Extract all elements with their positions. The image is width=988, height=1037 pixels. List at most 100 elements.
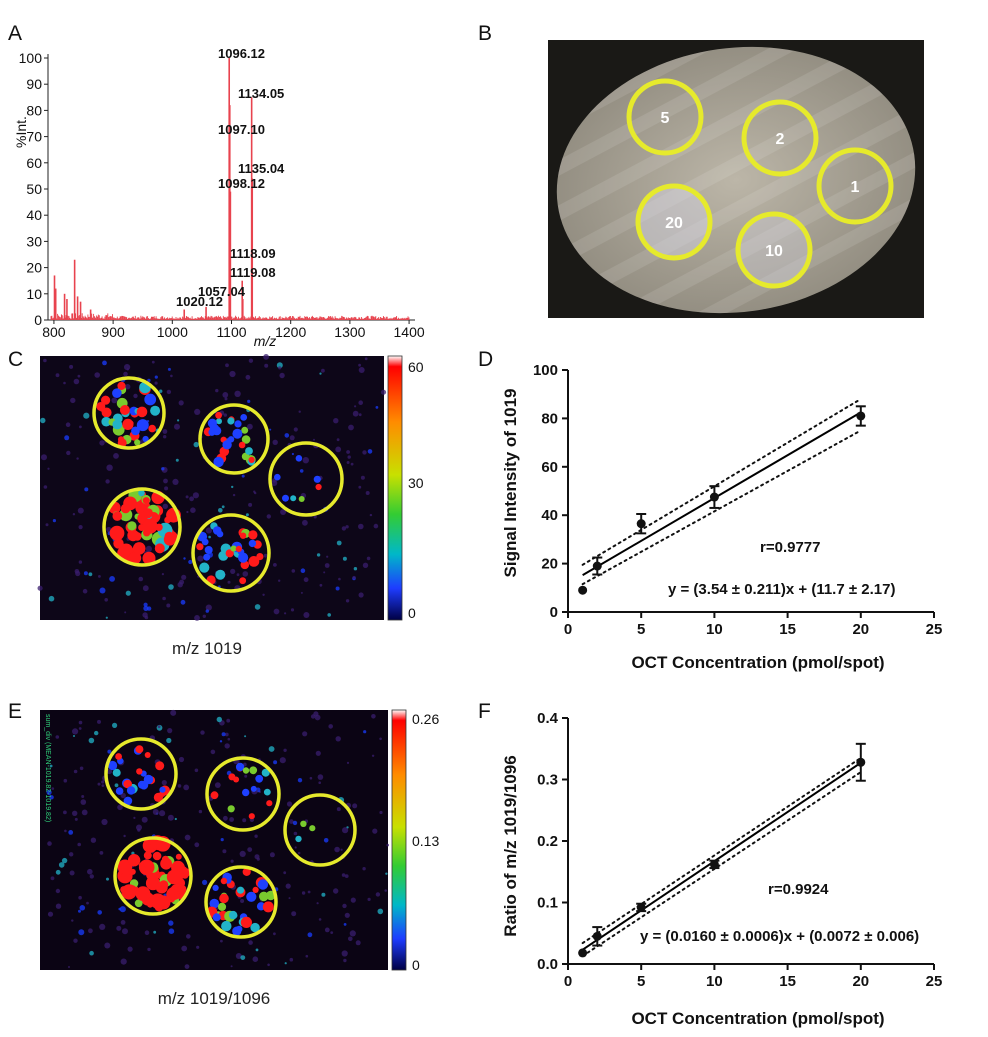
heatmap-speckle xyxy=(197,555,204,562)
panel-label-e: E xyxy=(8,700,22,723)
heatmap-speckle xyxy=(236,573,240,577)
heatmap-speckle xyxy=(186,510,189,514)
heatmap-speckle xyxy=(64,829,67,833)
heatmap-speckle xyxy=(302,457,309,464)
heatmap-spot xyxy=(235,545,242,553)
heatmap-speckle xyxy=(97,782,101,786)
heatmap-spot xyxy=(136,406,148,418)
heatmap-speckle xyxy=(177,419,180,422)
heatmap-speckle xyxy=(358,367,365,373)
heatmap-spot xyxy=(241,426,249,434)
heatmap-speckle xyxy=(122,928,128,935)
heatmap-spot xyxy=(248,456,255,463)
heatmap-speckle xyxy=(248,502,253,507)
heatmap-speckle xyxy=(323,838,329,843)
heatmap-speckle xyxy=(153,930,157,934)
heatmap-speckle xyxy=(358,413,362,417)
heatmap-speckle xyxy=(353,567,358,571)
heatmap-speckle xyxy=(133,393,138,399)
heatmap-speckle xyxy=(76,457,79,460)
heatmap-speckle xyxy=(65,422,71,428)
heatmap-speckle xyxy=(79,905,86,911)
panel-label-f: F xyxy=(478,700,491,723)
heatmap-speckle xyxy=(143,602,148,607)
heatmap-speckle xyxy=(144,615,149,620)
heatmap-e-scale-mid: 0.13 xyxy=(412,833,439,849)
heatmap-speckle xyxy=(326,555,329,558)
heatmap-speckle xyxy=(291,569,296,573)
heatmap-spot xyxy=(235,925,243,933)
heatmap-roi-circle xyxy=(268,441,344,517)
data-point xyxy=(856,411,866,421)
heatmap-spot xyxy=(220,877,228,885)
spectrum-y-tick-label: 90 xyxy=(26,76,42,92)
heatmap-speckle xyxy=(271,480,278,486)
heatmap-speckle xyxy=(345,599,350,603)
y-tick-label: 0.4 xyxy=(537,710,559,727)
heatmap-speckle xyxy=(350,462,354,466)
heatmap-speckle xyxy=(172,478,179,485)
panel-label-d: D xyxy=(478,348,493,371)
spectrum-y-tick-label: 60 xyxy=(26,155,42,171)
heatmap-spot xyxy=(315,483,322,491)
heatmap-speckle xyxy=(225,363,229,368)
d-ylabel: Signal Intensity of 1019 xyxy=(501,389,520,578)
heatmap-spot xyxy=(250,922,260,933)
spectrum-peak-label: 1098.12 xyxy=(218,176,265,191)
y-tick-label: 80 xyxy=(541,410,558,427)
heatmap-spot xyxy=(136,419,149,432)
heatmap-speckle xyxy=(181,945,188,952)
heatmap-spot xyxy=(290,495,297,502)
heatmap-speckle xyxy=(104,598,108,602)
heatmap-spot xyxy=(117,436,125,443)
heatmap-speckle xyxy=(63,381,66,385)
heatmap-spot xyxy=(300,820,307,827)
heatmap-spot xyxy=(238,441,246,449)
heatmap-speckle xyxy=(72,513,76,516)
heatmap-spot xyxy=(212,913,221,922)
heatmap-spot xyxy=(143,851,152,860)
heatmap-spot xyxy=(128,551,142,565)
heatmap-roi-circle xyxy=(92,376,166,450)
panel-label-b: B xyxy=(478,22,492,45)
heatmap-spot xyxy=(150,893,166,909)
heatmap-speckle xyxy=(363,730,367,734)
heatmap-speckle xyxy=(66,450,71,456)
heatmap-speckle xyxy=(194,615,200,621)
heatmap-spot xyxy=(257,879,269,890)
heatmap-speckle xyxy=(83,571,88,576)
tissue-roi-label: 2 xyxy=(776,131,785,148)
heatmap-speckle xyxy=(289,819,294,824)
heatmap-speckle xyxy=(315,750,321,756)
heatmap-spot xyxy=(127,521,137,531)
heatmap-speckle xyxy=(73,378,80,385)
heatmap-speckle xyxy=(247,847,253,852)
spectrum-y-tick-label: 10 xyxy=(26,286,42,302)
heatmap-speckle xyxy=(55,888,61,894)
heatmap-speckle xyxy=(80,799,87,805)
heatmap-speckle xyxy=(78,727,82,730)
confidence-band-upper xyxy=(581,398,862,566)
heatmap-speckle xyxy=(178,400,184,406)
heatmap-speckle xyxy=(84,487,89,492)
heatmap-speckle xyxy=(198,809,203,814)
heatmap-speckle xyxy=(111,397,118,404)
heatmap-speckle xyxy=(77,374,81,378)
heatmap-speckle xyxy=(244,735,247,738)
heatmap-speckle xyxy=(342,903,347,909)
heatmap-speckle xyxy=(284,612,287,615)
heatmap-speckle xyxy=(136,824,142,831)
heatmap-speckle xyxy=(184,834,191,841)
heatmap-speckle xyxy=(341,873,346,877)
heatmap-speckle xyxy=(175,458,179,462)
heatmap-speckle xyxy=(147,947,151,952)
heatmap-spot xyxy=(239,532,247,539)
heatmap-speckle xyxy=(105,479,110,484)
heatmap-spot xyxy=(123,796,133,806)
heatmap-speckle xyxy=(87,868,93,875)
heatmap-c-caption: m/z 1019 xyxy=(172,639,242,658)
heatmap-speckle xyxy=(88,928,93,934)
heatmap-speckle xyxy=(70,397,76,404)
heatmap-speckle xyxy=(224,743,230,749)
heatmap-speckle xyxy=(344,912,350,918)
